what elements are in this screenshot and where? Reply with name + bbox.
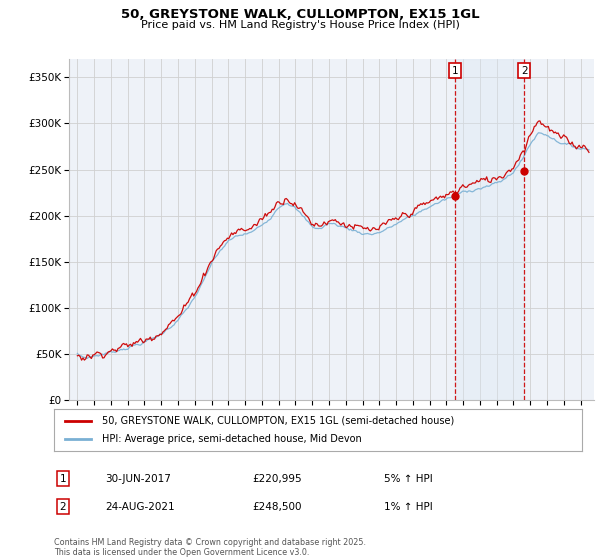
Text: 24-AUG-2021: 24-AUG-2021 — [105, 502, 175, 512]
Text: 2: 2 — [59, 502, 67, 512]
Text: 1: 1 — [59, 474, 67, 484]
Text: 2: 2 — [521, 66, 528, 76]
Text: 30-JUN-2017: 30-JUN-2017 — [105, 474, 171, 484]
Text: 50, GREYSTONE WALK, CULLOMPTON, EX15 1GL: 50, GREYSTONE WALK, CULLOMPTON, EX15 1GL — [121, 8, 479, 21]
Text: £220,995: £220,995 — [252, 474, 302, 484]
Text: 50, GREYSTONE WALK, CULLOMPTON, EX15 1GL (semi-detached house): 50, GREYSTONE WALK, CULLOMPTON, EX15 1GL… — [101, 416, 454, 426]
Text: 5% ↑ HPI: 5% ↑ HPI — [384, 474, 433, 484]
Text: £248,500: £248,500 — [252, 502, 302, 512]
Text: HPI: Average price, semi-detached house, Mid Devon: HPI: Average price, semi-detached house,… — [101, 434, 361, 444]
Bar — [455, 59, 524, 400]
Text: 1: 1 — [451, 66, 458, 76]
Text: 1% ↑ HPI: 1% ↑ HPI — [384, 502, 433, 512]
Text: Price paid vs. HM Land Registry's House Price Index (HPI): Price paid vs. HM Land Registry's House … — [140, 20, 460, 30]
Text: Contains HM Land Registry data © Crown copyright and database right 2025.
This d: Contains HM Land Registry data © Crown c… — [54, 538, 366, 557]
